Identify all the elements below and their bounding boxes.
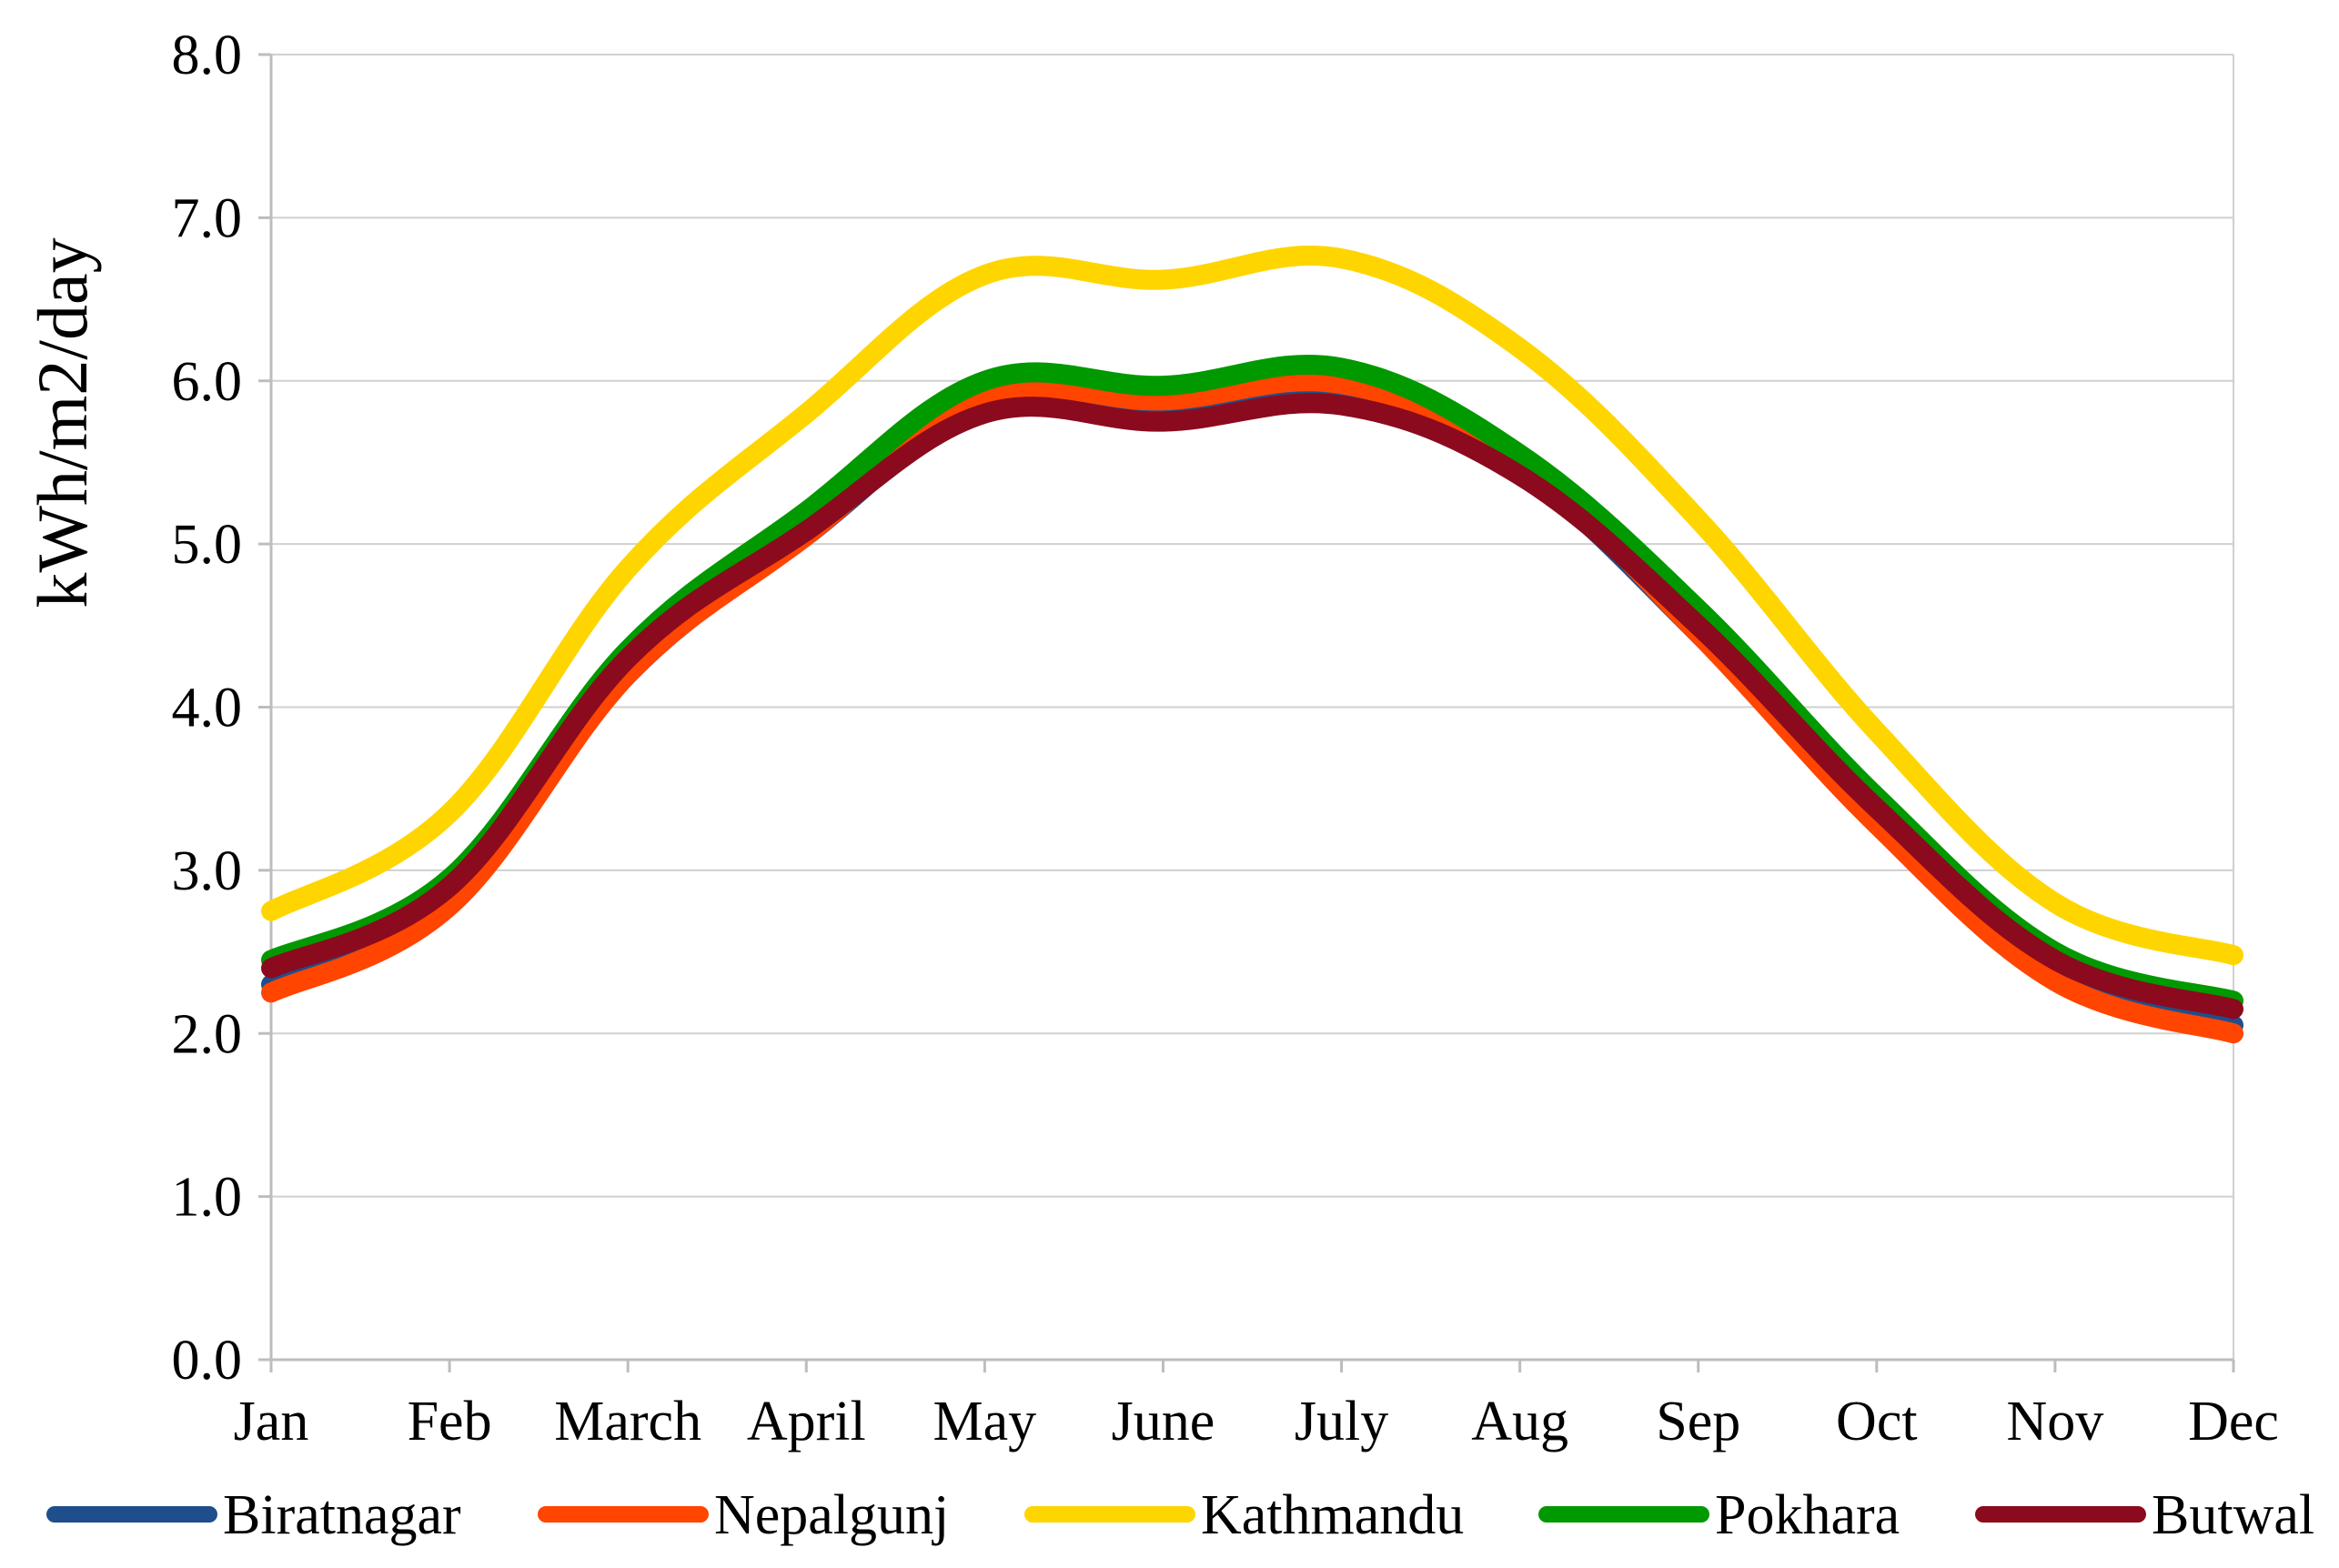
x-tick-label: May <box>933 1391 1037 1452</box>
y-tick-label: 2.0 <box>172 1003 243 1065</box>
x-tick-label: March <box>554 1391 701 1452</box>
axes <box>258 53 2235 1372</box>
legend-label: Nepalgunj <box>714 1484 949 1546</box>
x-tick-label: Sep <box>1656 1391 1740 1452</box>
y-tick-label: 1.0 <box>172 1167 243 1229</box>
y-tick-labels: 0.0 1.0 2.0 3.0 4.0 5.0 6.0 7.0 8.0 <box>172 25 243 1392</box>
legend-label: Pokhara <box>1715 1484 1900 1546</box>
series-line-kathmandu <box>261 246 2243 966</box>
x-tick-label: Dec <box>2188 1391 2279 1452</box>
legend-label: Biratnagar <box>223 1484 461 1546</box>
legend-item-nepalgunj: Nepalgunj <box>538 1484 949 1546</box>
y-tick-label: 6.0 <box>172 351 243 413</box>
series-line-nepalgunj <box>261 371 2243 1044</box>
y-tick-label: 5.0 <box>172 514 243 576</box>
legend-item-kathmandu: Kathmandu <box>1024 1484 1464 1546</box>
x-tick-label: Feb <box>408 1391 492 1452</box>
legend-label: Kathmandu <box>1201 1484 1464 1546</box>
legend-item-butwal: Butwal <box>1975 1484 2314 1546</box>
series-lines <box>261 246 2243 1044</box>
x-tick-label: April <box>747 1391 866 1452</box>
series-line-biratnagar <box>261 385 2243 1036</box>
x-tick-label: June <box>1112 1391 1215 1452</box>
x-tick-label: July <box>1295 1391 1388 1452</box>
x-tick-label: Nov <box>2007 1391 2104 1452</box>
legend: Biratnagar Nepalgunj Kathmandu Pokhara Butwa… <box>46 1484 2314 1546</box>
y-tick-label: 4.0 <box>172 678 243 739</box>
legend-label: Butwal <box>2152 1484 2314 1546</box>
y-tick-label: 3.0 <box>172 840 243 902</box>
y-axis-title: kWh/m2/day <box>23 237 102 608</box>
legend-item-pokhara: Pokhara <box>1538 1484 1900 1546</box>
gridlines <box>271 54 2234 1360</box>
x-tick-label: Jan <box>234 1391 309 1452</box>
y-tick-label: 8.0 <box>172 25 243 86</box>
y-tick-label: 0.0 <box>172 1330 243 1392</box>
x-tick-label: Aug <box>1471 1391 1568 1452</box>
y-tick-label: 7.0 <box>172 187 243 249</box>
legend-item-biratnagar: Biratnagar <box>46 1484 461 1546</box>
x-tick-labels: Jan Feb March April May June July Aug Sep Oct Nov D… <box>234 1391 2279 1452</box>
series-line-butwal <box>261 393 2243 1020</box>
series-line-pokhara <box>261 354 2243 1011</box>
x-tick-label: Oct <box>1836 1391 1918 1452</box>
